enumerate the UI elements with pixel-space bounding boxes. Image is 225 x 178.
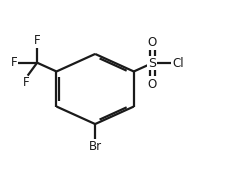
Text: F: F [23,77,30,90]
Text: Br: Br [88,140,101,153]
Text: F: F [10,56,17,69]
Text: O: O [147,78,156,91]
Text: Cl: Cl [171,57,183,70]
Text: O: O [147,36,156,49]
Text: F: F [34,34,40,47]
Text: S: S [148,57,155,70]
